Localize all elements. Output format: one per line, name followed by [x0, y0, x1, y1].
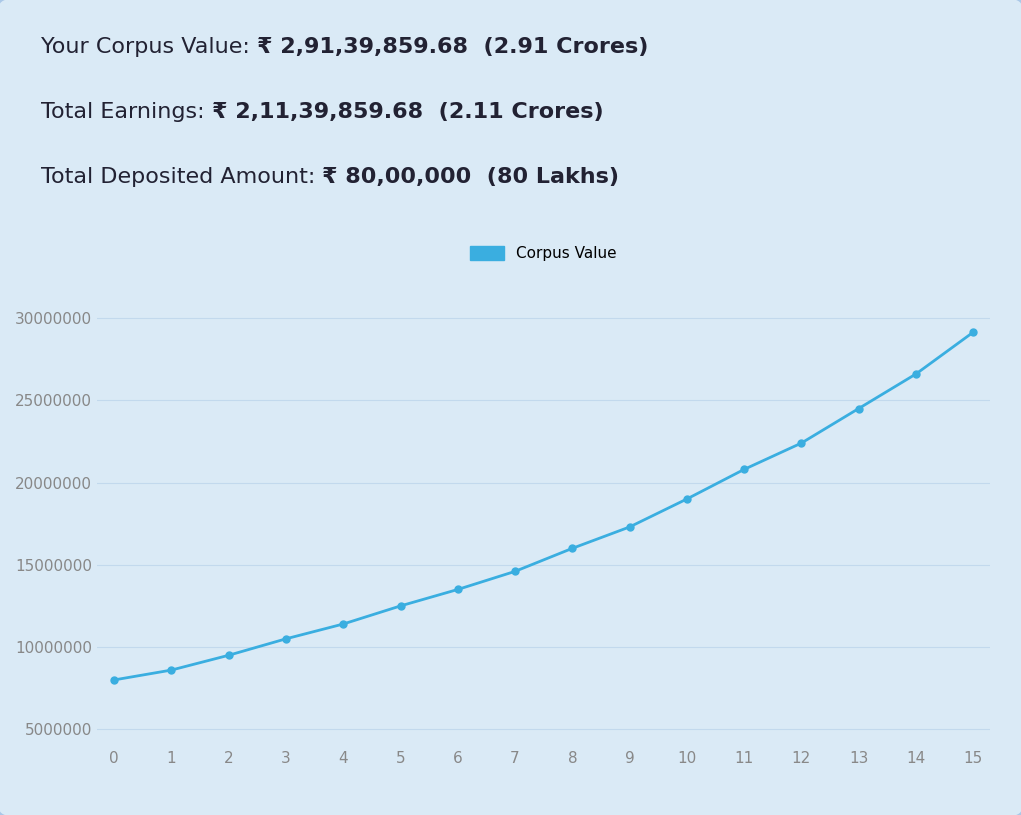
Legend: Corpus Value: Corpus Value: [465, 240, 623, 267]
Text: Total Deposited Amount:: Total Deposited Amount:: [41, 167, 323, 187]
Text: Your Corpus Value:: Your Corpus Value:: [41, 37, 257, 57]
Text: ₹ 2,91,39,859.68  (2.91 Crores): ₹ 2,91,39,859.68 (2.91 Crores): [257, 37, 648, 57]
Text: ₹ 80,00,000  (80 Lakhs): ₹ 80,00,000 (80 Lakhs): [323, 167, 620, 187]
Text: ₹ 2,11,39,859.68  (2.11 Crores): ₹ 2,11,39,859.68 (2.11 Crores): [211, 102, 603, 122]
Text: Total Earnings:: Total Earnings:: [41, 102, 211, 122]
